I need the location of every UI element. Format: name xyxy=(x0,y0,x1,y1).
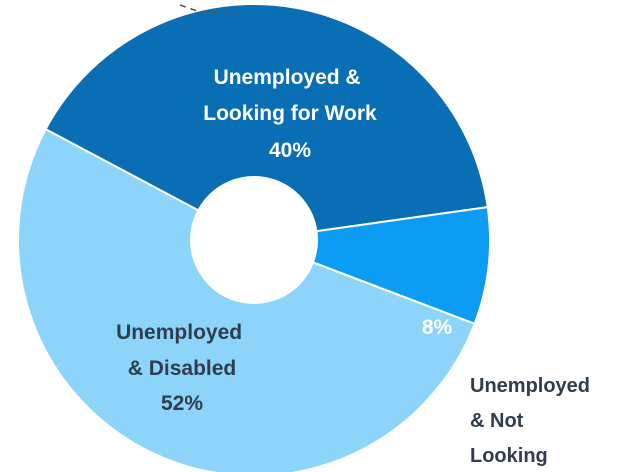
slice-1 xyxy=(44,3,489,242)
leader-line xyxy=(179,4,241,15)
slice-value-disabled: 52% xyxy=(161,392,203,415)
slice-label-not-looking: Unemployed & Not Looking xyxy=(470,375,596,467)
slice-value-not-looking: 8% xyxy=(422,316,453,339)
slice-label-disabled: Unemployed & Disabled xyxy=(116,321,248,380)
donut-hole xyxy=(190,176,318,304)
slice-label-looking: Unemployed & Looking for Work xyxy=(203,66,377,125)
slice-value-looking: 40% xyxy=(269,139,311,162)
